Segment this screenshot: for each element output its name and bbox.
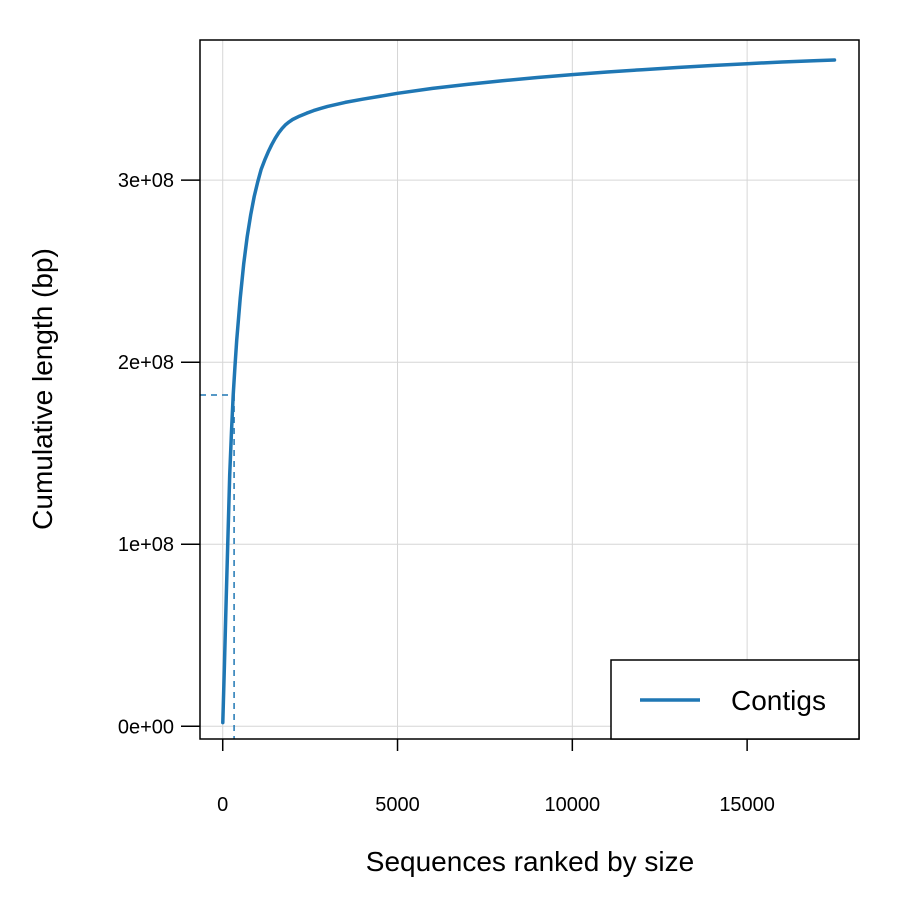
y-tick-label-0: 0e+00: [118, 716, 174, 738]
y-axis: 0e+00 1e+08 2e+08 3e+08: [118, 170, 200, 738]
x-tick-label-0: 0: [217, 794, 228, 816]
series-line-0: [221, 58, 837, 725]
y-tick-label-3: 3e+08: [118, 170, 174, 192]
grid: [200, 40, 859, 739]
y-axis-title: Cumulative length (bp): [27, 248, 58, 530]
plot-frame: [199, 39, 860, 740]
x-axis-title: Sequences ranked by size: [366, 846, 694, 877]
y-tick-label-1: 1e+08: [118, 534, 174, 556]
x-tick-label-3: 15000: [719, 794, 775, 816]
series-layer: [200, 58, 837, 739]
x-axis: 0 5000 10000 15000: [217, 739, 775, 816]
x-tick-label-2: 10000: [545, 794, 601, 816]
y-tick-label-2: 2e+08: [118, 352, 174, 374]
x-tick-label-1: 5000: [375, 794, 420, 816]
legend: Contigs: [610, 659, 860, 740]
legend-label-contigs: Contigs: [731, 685, 826, 716]
